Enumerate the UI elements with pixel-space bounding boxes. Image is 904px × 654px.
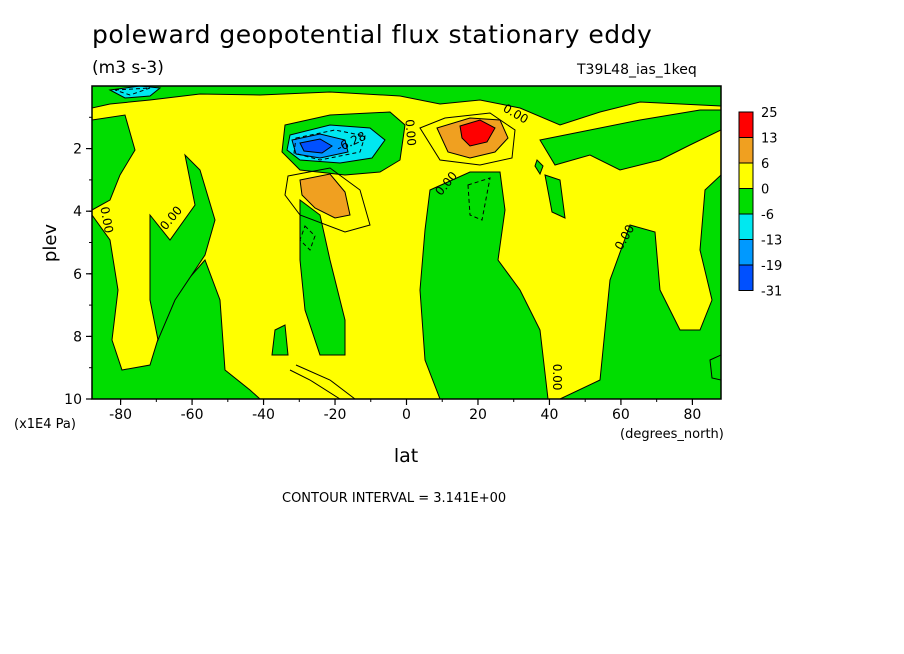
region-negative-left (92, 114, 136, 211)
region-negative-far-right (559, 174, 721, 399)
colorbar: 25 13 6 0 -6 -13 -19 -31 (738, 106, 782, 300)
chart-units: (m3 s-3) (92, 58, 164, 78)
x-tick-label: -40 (252, 407, 275, 423)
contour-line (295, 364, 356, 399)
contour-value-label: 0.00 (402, 119, 418, 147)
colorbar-level-label: 13 (761, 132, 778, 147)
y-tick-label: 2 (73, 142, 82, 158)
region-negative-right-dot (534, 159, 544, 176)
x-axis-label: lat (394, 445, 418, 467)
contour-line (289, 369, 341, 399)
x-tick-label: 0 (402, 407, 411, 423)
region-negative-small-patch (271, 324, 289, 356)
x-tick-label: -20 (324, 407, 347, 423)
contour-line (293, 129, 366, 161)
axes: -80 -60 -40 -20 0 20 40 60 80 2 4 6 8 10 (64, 116, 701, 423)
colorbar-level-label: -19 (761, 259, 782, 274)
region-blue-min (299, 138, 333, 154)
x-tick-label: 80 (683, 407, 701, 423)
colorbar-level-label: 6 (761, 157, 769, 172)
dataset-label: T39L48_ias_1keq (577, 62, 697, 78)
region-negative-left-tongue (149, 153, 216, 342)
colorbar-level-label: 0 (761, 183, 769, 198)
x-tick-label: -80 (109, 407, 132, 423)
y-axis-unit: (x1E4 Pa) (14, 417, 76, 432)
colorbar-level-label: -13 (761, 234, 782, 249)
x-tick-label: 40 (541, 407, 559, 423)
region-negative-right-top (539, 109, 721, 171)
x-tick-label: 60 (612, 407, 630, 423)
colorbar-level-label: -31 (761, 285, 782, 300)
contour-line (114, 87, 151, 96)
contour-line (467, 177, 491, 221)
colorbar-swatch (738, 264, 754, 291)
contour-line (299, 225, 316, 251)
y-tick-label: 6 (73, 267, 82, 283)
colorbar-swatch (738, 213, 754, 240)
region-orange-minus25 (299, 173, 351, 219)
region-bottom-patch (709, 354, 721, 381)
x-tick-label: -60 (181, 407, 204, 423)
x-axis-unit: (degrees_north) (620, 427, 724, 442)
colorbar-level-label: -6 (761, 208, 774, 223)
contour-lines (114, 87, 516, 399)
contour-interval: CONTOUR INTERVAL = 3.141E+00 (282, 491, 507, 506)
colorbar-level-label: 25 (761, 106, 778, 121)
x-tick-label: 20 (469, 407, 487, 423)
region-red-max (459, 119, 496, 147)
region-negative-top-band (92, 86, 721, 126)
colorbar-swatch (738, 188, 754, 215)
colorbar-swatch (738, 239, 754, 266)
region-negative-right (419, 171, 549, 399)
y-axis-label: plev (40, 224, 61, 263)
colorbar-swatch (738, 162, 754, 189)
contour-value-label: 0.00 (550, 364, 564, 391)
colorbar-swatch (738, 137, 754, 164)
chart-title: poleward geopotential flux stationary ed… (92, 20, 653, 49)
region-negative-right-spike (544, 174, 566, 219)
y-tick-label: 4 (73, 204, 82, 220)
contour-line (419, 112, 516, 166)
y-tick-label: 10 (64, 392, 82, 408)
colorbar-swatch (738, 111, 754, 138)
contour-value-label: 0.00 (97, 206, 115, 235)
y-tick-label: 8 (73, 329, 82, 345)
region-negative-center-column (299, 199, 346, 356)
contour-line (284, 167, 371, 233)
filled-contours (92, 86, 721, 399)
